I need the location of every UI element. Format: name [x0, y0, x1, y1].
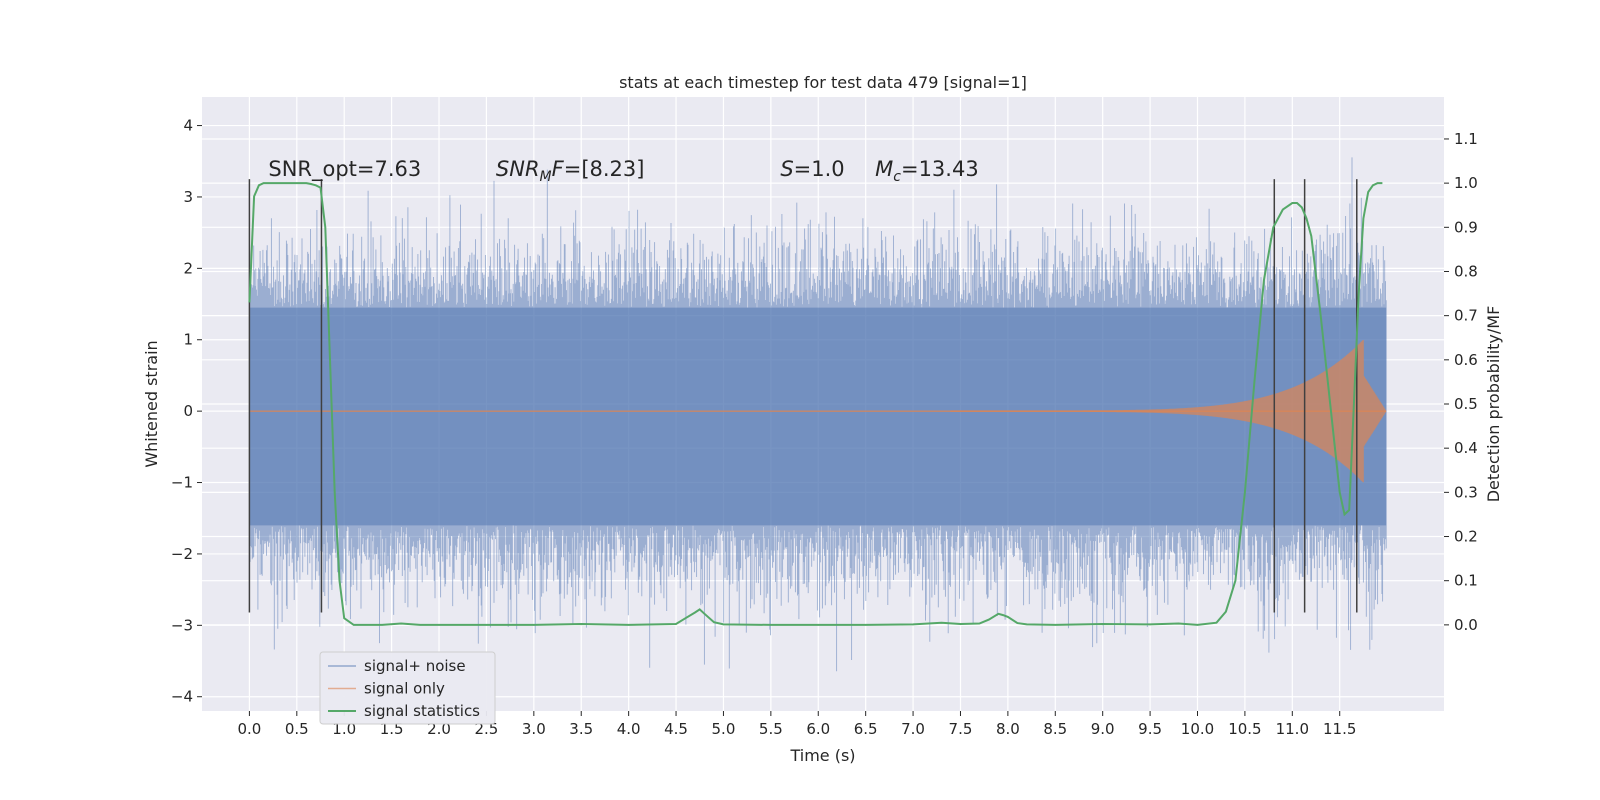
x-tick-label: 0.0 [237, 720, 261, 738]
annotation: SNR_opt=7.63 [268, 157, 421, 182]
x-tick-label: 3.5 [569, 720, 593, 738]
y-right-tick-label: 0.8 [1454, 262, 1478, 280]
x-tick-label: 3.0 [522, 720, 546, 738]
y-right-tick-label: 0.2 [1454, 528, 1478, 546]
legend: signal+ noise signal only signal statistic… [319, 651, 496, 725]
statistics-line [248, 182, 1383, 626]
x-tick-label: 4.5 [664, 720, 688, 738]
y-right-tick-label: 0.3 [1454, 483, 1478, 501]
x-tick-label: 0.5 [285, 720, 309, 738]
x-tick-label: 9.0 [1091, 720, 1115, 738]
chart-title: stats at each timestep for test data 479… [619, 73, 1027, 92]
legend-label: signal+ noise [364, 657, 466, 675]
x-tick-label: 7.5 [949, 720, 973, 738]
x-tick-label: 9.5 [1138, 720, 1162, 738]
y-tick-label: −1 [171, 474, 193, 492]
y-right-tick-label: 0.5 [1454, 395, 1478, 413]
annotation: Mc=13.43 [875, 157, 979, 185]
x-tick-label: 5.0 [712, 720, 736, 738]
annotation: S=1.0 [780, 157, 844, 181]
y-right-tick-label: 0.0 [1454, 616, 1478, 634]
x-tick-label: 10.5 [1228, 720, 1261, 738]
y-tick-label: 4 [183, 117, 193, 135]
y-right-tick-label: 0.1 [1454, 572, 1478, 590]
x-tick-label: 8.5 [1043, 720, 1067, 738]
series-signal-noise [248, 157, 1387, 672]
y-right-tick-label: 0.9 [1454, 218, 1478, 236]
x-tick-label: 11.0 [1276, 720, 1309, 738]
x-tick-label: 11.5 [1323, 720, 1356, 738]
legend-label: signal only [364, 680, 445, 698]
y-axis-label: Whitened strain [142, 340, 161, 467]
x-axis-label: Time (s) [789, 746, 855, 765]
y-tick-label: 1 [183, 331, 193, 349]
y-right-tick-label: 1.1 [1454, 130, 1478, 148]
y-tick-label: −2 [171, 545, 193, 563]
annotation: SNRMF=[8.23] [496, 157, 645, 185]
series-signal-statistics [248, 182, 1383, 626]
y-tick-label: −3 [171, 616, 193, 634]
y-tick-label: −4 [171, 688, 193, 706]
y-right-tick-label: 1.0 [1454, 174, 1478, 192]
y-right-tick-label: 0.6 [1454, 351, 1478, 369]
x-tick-label: 6.0 [806, 720, 830, 738]
y-right-tick-label: 0.7 [1454, 307, 1478, 325]
legend-box [319, 651, 496, 725]
axes: 0.0 0.5 1.0 1.5 2.0 2.5 3.0 3.5 4.0 4.5 5.0 5.5 6.0 6… [171, 117, 1478, 738]
x-tick-label: 4.0 [617, 720, 641, 738]
y-tick-label: 3 [183, 188, 193, 206]
annotations: SNR_opt=7.63 SNRMF=[8.23] S=1.0 Mc=13.43 [268, 157, 978, 185]
signal-chirp [950, 340, 1387, 483]
x-tick-label: 6.5 [854, 720, 878, 738]
y-right-axis-label: Detection probability/MF [1484, 306, 1503, 503]
series-signal-only [249, 340, 1387, 483]
x-tick-label: 10.0 [1181, 720, 1214, 738]
x-tick-label: 8.0 [996, 720, 1020, 738]
y-tick-label: 0 [183, 402, 193, 420]
y-right-tick-label: 0.4 [1454, 439, 1478, 457]
vertical-markers [248, 179, 1358, 613]
legend-label: signal statistics [364, 702, 480, 720]
x-tick-label: 7.0 [901, 720, 925, 738]
x-tick-label: 5.5 [759, 720, 783, 738]
y-tick-label: 2 [183, 259, 193, 277]
